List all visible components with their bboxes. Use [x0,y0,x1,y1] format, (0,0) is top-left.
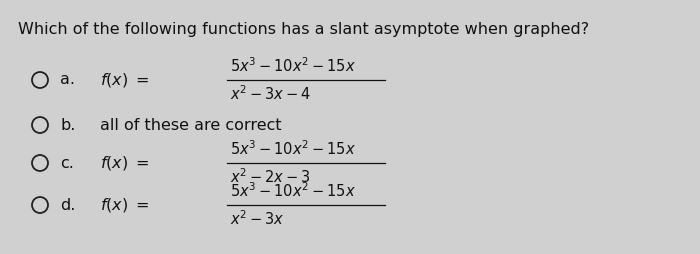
Text: c.: c. [60,155,74,170]
Text: $x^2-2x-3$: $x^2-2x-3$ [230,168,311,186]
Text: $f(x)\ =$: $f(x)\ =$ [100,71,150,89]
Text: all of these are correct: all of these are correct [100,118,281,133]
Text: $x^2-3x$: $x^2-3x$ [230,210,285,228]
Text: d.: d. [60,198,76,213]
Text: a.: a. [60,72,75,87]
Text: b.: b. [60,118,76,133]
Text: $5x^3-10x^2-15x$: $5x^3-10x^2-15x$ [230,140,356,158]
Text: $5x^3-10x^2-15x$: $5x^3-10x^2-15x$ [230,182,356,200]
Text: $f(x)\ =$: $f(x)\ =$ [100,196,150,214]
Text: $5x^3-10x^2-15x$: $5x^3-10x^2-15x$ [230,57,356,75]
Text: $f(x)\ =$: $f(x)\ =$ [100,154,150,172]
Text: $x^2-3x-4$: $x^2-3x-4$ [230,85,311,103]
Text: Which of the following functions has a slant asymptote when graphed?: Which of the following functions has a s… [18,22,589,37]
